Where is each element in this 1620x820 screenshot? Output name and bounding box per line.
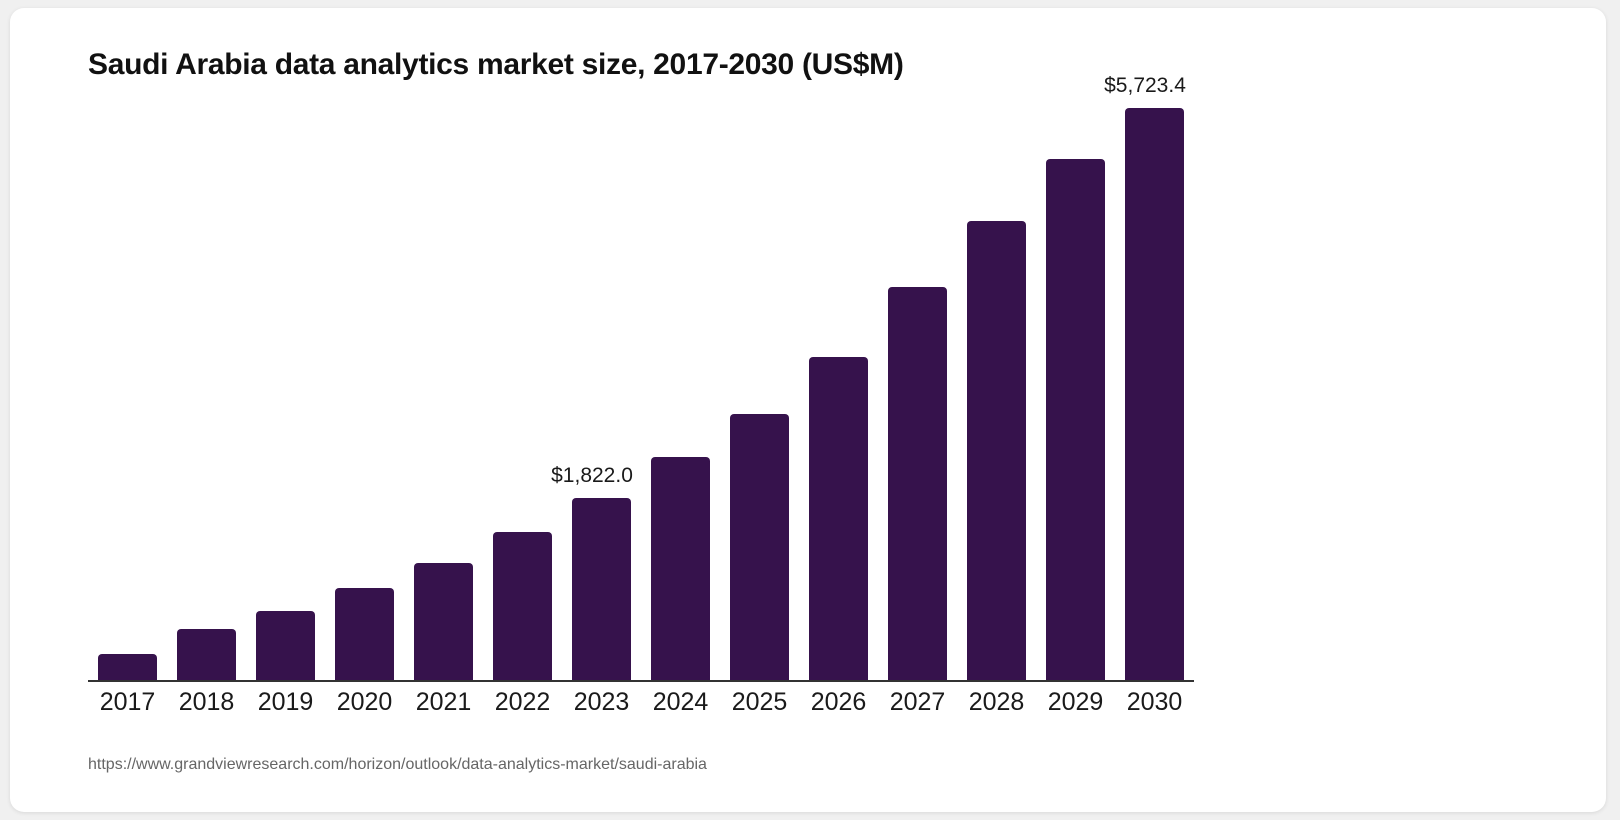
x-tick-2017: 2017: [99, 688, 156, 716]
bar-2024[interactable]: [651, 457, 710, 680]
page-title: Saudi Arabia data analytics market size,…: [88, 48, 904, 81]
x-tick-2022: 2022: [494, 688, 551, 716]
bar-2030[interactable]: [1125, 108, 1184, 680]
x-axis-line: [88, 680, 1194, 682]
x-tick-2023: 2023: [573, 688, 630, 716]
bar-group-2020: [325, 108, 404, 680]
bar-value-label-2030: $5,723.4: [1104, 74, 1186, 97]
x-tick-2021: 2021: [415, 688, 472, 716]
bar-2023[interactable]: [572, 498, 631, 680]
bar-2021[interactable]: [414, 563, 473, 680]
bar-group-2025: [720, 108, 799, 680]
x-tick-2029: 2029: [1047, 688, 1104, 716]
chart-plot-area: $1,822.0 $5,723.4 2017 2018 2019 2020 2021 202…: [88, 74, 1194, 716]
bar-group-2029: [1036, 108, 1115, 680]
x-tick-2030: 2030: [1126, 688, 1183, 716]
x-tick-2027: 2027: [889, 688, 946, 716]
bar-group-2022: [483, 108, 562, 680]
bar-group-2021: [404, 108, 483, 680]
bar-2018[interactable]: [177, 629, 236, 680]
bars-layer: $1,822.0 $5,723.4: [88, 74, 1194, 680]
bar-2028[interactable]: [967, 221, 1026, 680]
bar-2029[interactable]: [1046, 159, 1105, 680]
bar-group-2018: [167, 108, 246, 680]
bar-2026[interactable]: [809, 357, 868, 680]
bar-2022[interactable]: [493, 532, 552, 680]
bar-group-2027: [878, 108, 957, 680]
x-axis-tick-labels: 2017 2018 2019 2020 2021 2022 2023 2024 2025 2026…: [88, 688, 1194, 733]
bar-group-2017: [88, 108, 167, 680]
x-tick-2020: 2020: [336, 688, 393, 716]
source-url-link[interactable]: https://www.grandviewresearch.com/horizo…: [88, 756, 707, 773]
x-tick-2019: 2019: [257, 688, 314, 716]
bar-group-2030: $5,723.4: [1104, 74, 1194, 680]
bar-2017[interactable]: [98, 654, 157, 680]
x-tick-2025: 2025: [731, 688, 788, 716]
x-tick-2018: 2018: [178, 688, 235, 716]
x-tick-2026: 2026: [810, 688, 867, 716]
bar-2027[interactable]: [888, 287, 947, 680]
bar-group-2028: [957, 108, 1036, 680]
x-tick-2024: 2024: [652, 688, 709, 716]
bar-value-label-2023: $1,822.0: [551, 464, 633, 487]
bar-group-2019: [246, 108, 325, 680]
bar-2025[interactable]: [730, 414, 789, 680]
bar-2020[interactable]: [335, 588, 394, 680]
bar-group-2024: [641, 108, 720, 680]
chart-card: Saudi Arabia data analytics market size,…: [10, 8, 1606, 812]
bar-group-2026: [799, 108, 878, 680]
bar-group-2023: $1,822.0: [551, 108, 641, 680]
bar-2019[interactable]: [256, 611, 315, 680]
x-tick-2028: 2028: [968, 688, 1025, 716]
